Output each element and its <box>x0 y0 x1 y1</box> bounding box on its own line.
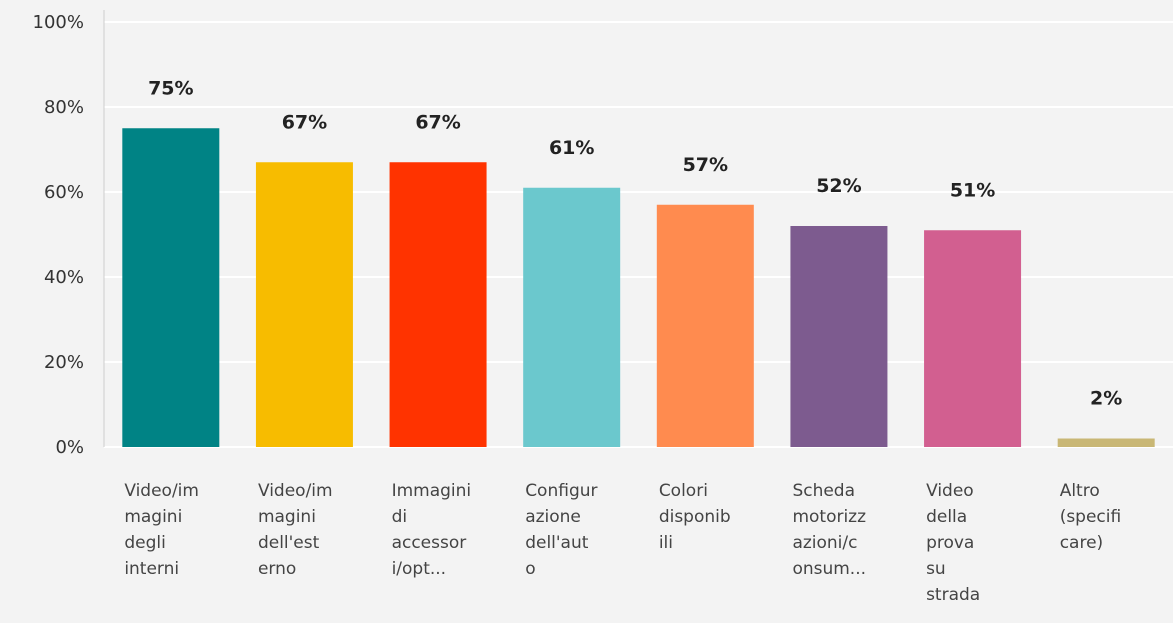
x-tick-label: erno <box>258 559 296 579</box>
x-tick-label: accessor <box>392 533 467 553</box>
data-label: 67% <box>282 111 327 133</box>
y-tick-label: 100% <box>33 12 84 33</box>
x-tick-label: strada <box>926 585 980 605</box>
x-tick-label: degli <box>124 533 166 553</box>
y-tick-label: 80% <box>44 97 84 118</box>
x-tick-label: (specifi <box>1060 507 1122 527</box>
x-tick-label: prova <box>926 533 974 553</box>
x-tick-label: della <box>926 507 967 527</box>
x-tick-label: motorizz <box>792 507 866 527</box>
x-tick-label: o <box>525 559 535 579</box>
x-tick-label: azione <box>525 507 581 527</box>
x-tick-label: Scheda <box>792 481 855 501</box>
bar <box>924 230 1022 447</box>
x-tick-label: ili <box>659 533 673 553</box>
data-label: 2% <box>1090 388 1122 410</box>
x-tick-label: Video <box>926 481 974 501</box>
data-label: 61% <box>549 137 594 159</box>
x-tick-label: Colori <box>659 481 708 501</box>
bar <box>523 187 621 447</box>
bar <box>1057 438 1155 447</box>
x-tick-label: interni <box>124 559 179 579</box>
data-label: 51% <box>950 179 995 201</box>
y-tick-label: 20% <box>44 352 84 373</box>
y-tick-label: 0% <box>55 437 84 458</box>
data-label: 67% <box>415 111 460 133</box>
x-tick-label: su <box>926 559 946 579</box>
x-tick-label: disponib <box>659 507 731 527</box>
x-tick-label: Video/im <box>124 481 199 501</box>
x-tick-label: care) <box>1060 533 1103 553</box>
x-tick-label: Configur <box>525 481 597 501</box>
x-tick-label: di <box>392 507 408 527</box>
bar <box>122 128 220 447</box>
x-tick-label: azioni/c <box>792 533 857 553</box>
bar <box>389 162 487 447</box>
x-tick-label: i/opt... <box>392 559 447 579</box>
x-tick-label: dell'est <box>258 533 320 553</box>
bar <box>790 226 888 447</box>
data-label: 52% <box>816 175 861 197</box>
y-tick-label: 60% <box>44 182 84 203</box>
x-tick-label: magini <box>124 507 182 527</box>
x-tick-label: Altro <box>1060 481 1100 501</box>
y-tick-label: 40% <box>44 267 84 288</box>
bar <box>255 162 353 447</box>
data-label: 75% <box>148 77 193 99</box>
x-tick-label: onsum... <box>792 559 866 579</box>
x-tick-label: dell'aut <box>525 533 589 553</box>
x-tick-label: Video/im <box>258 481 333 501</box>
x-tick-label: Immagini <box>392 481 472 501</box>
bar <box>656 204 754 447</box>
x-tick-label: magini <box>258 507 316 527</box>
data-label: 57% <box>683 154 728 176</box>
